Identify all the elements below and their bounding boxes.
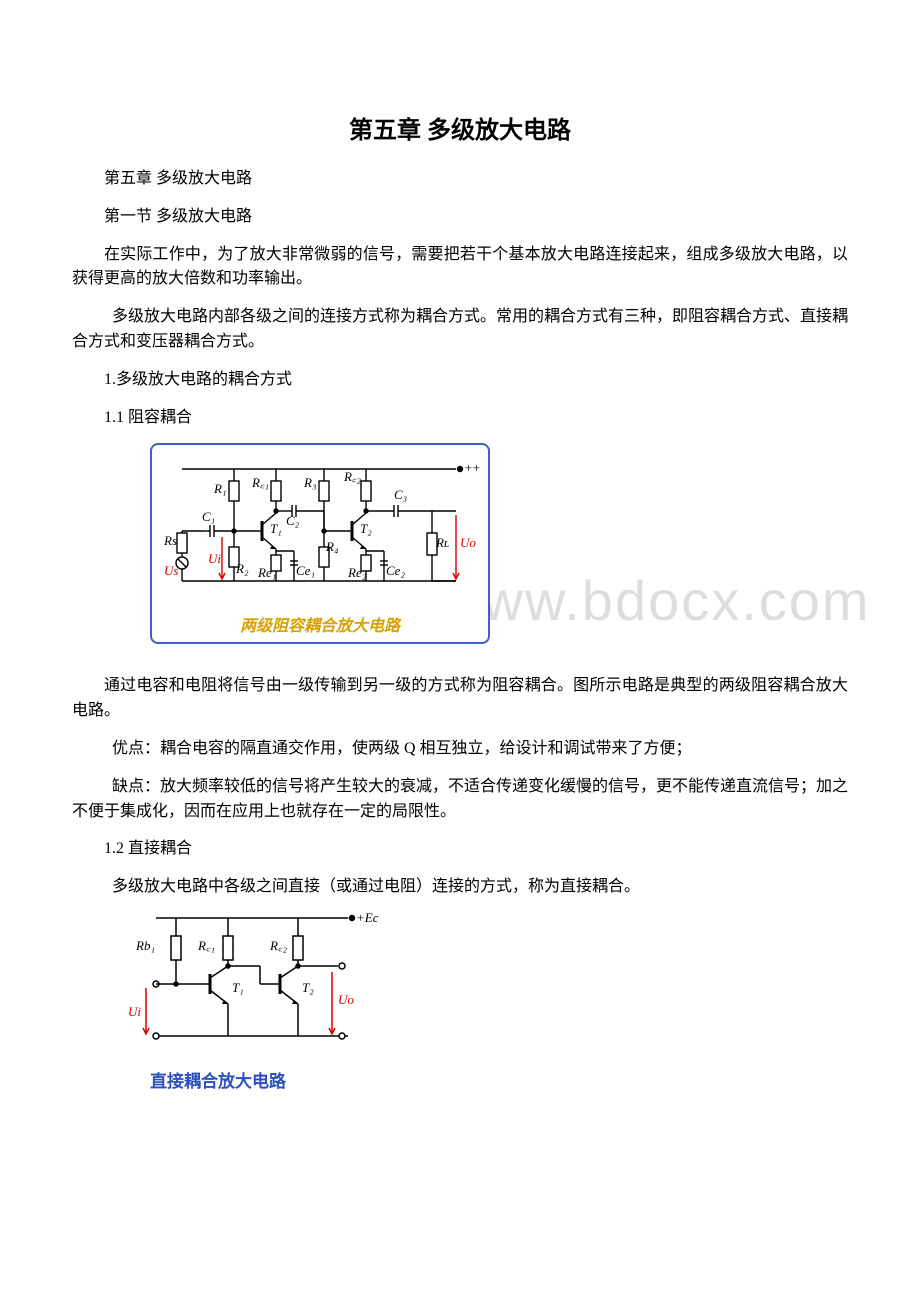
paragraph-6: 多级放大电路中各级之间直接（或通过电阻）连接的方式，称为直接耦合。 (72, 875, 848, 900)
label-ec: +Ec (472, 460, 480, 475)
chapter-line: 第五章 多级放大电路 (72, 167, 848, 192)
label-us: Us (164, 563, 178, 578)
spacer (72, 656, 848, 674)
label-rs: Rs (164, 533, 177, 548)
label2-ui: Ui (128, 1004, 141, 1019)
label-r1: R₁ (213, 481, 226, 496)
paragraph-3: 通过电容和电阻将信号由一级传输到另一级的方式称为阻容耦合。图所示电路是典型的两级… (72, 674, 848, 724)
circuit-diagram-1-icon: + +Ec Rs Us C₁ (164, 455, 480, 603)
label-c3: C₃ (394, 487, 407, 502)
label2-ec: +Ec (356, 910, 379, 925)
label2-rc1: R꜀₁ (197, 938, 215, 953)
document-page: 第五章 多级放大电路 第五章 多级放大电路 第一节 多级放大电路 在实际工作中，… (0, 0, 920, 1302)
label-rc1: R꜀₁ (251, 475, 269, 490)
label-t2: T₂ (360, 521, 372, 536)
label-r4: R₄ (325, 539, 339, 554)
label-re2: Re₂ (347, 565, 367, 580)
label2-rc2: R꜀₂ (269, 938, 287, 953)
heading-1-1: 1.1 阻容耦合 (72, 406, 848, 431)
figure-1-box: + +Ec Rs Us C₁ (150, 443, 490, 644)
label-rc2: R꜀₂ (343, 469, 361, 484)
label-t1: T₁ (270, 521, 282, 536)
heading-1-2: 1.2 直接耦合 (72, 837, 848, 862)
paragraph-4: 优点：耦合电容的隔直通交作用，使两级 Q 相互独立，给设计和调试带来了方便； (72, 737, 848, 762)
label2-t1: T₁ (232, 980, 244, 995)
paragraph-1: 在实际工作中，为了放大非常微弱的信号，需要把若干个基本放大电路连接起来，组成多级… (72, 243, 848, 293)
figure-1: www.bdocx.com + +Ec Rs Us (150, 443, 848, 644)
label-r2: R₂ (235, 561, 249, 576)
paragraph-2: 多级放大电路内部各级之间的连接方式称为耦合方式。常用的耦合方式有三种，即阻容耦合… (72, 305, 848, 355)
section-line: 第一节 多级放大电路 (72, 205, 848, 230)
watermark-text: www.bdocx.com (440, 568, 871, 633)
label-ui: Ui (208, 551, 221, 566)
label2-uo: Uo (338, 992, 354, 1007)
label-r3: R₃ (303, 475, 316, 490)
label-ce2: Ce₂ (386, 563, 405, 578)
paragraph-5: 缺点：放大频率较低的信号将产生较大的衰减，不适合传递变化缓慢的信号，更不能传递直… (72, 775, 848, 825)
chapter-title: 第五章 多级放大电路 (72, 110, 848, 145)
label-uo: Uo (460, 535, 476, 550)
label-re1: Re₁ (257, 565, 276, 580)
figure-2: +Ec Ui Rb₁ R꜀₁ (120, 904, 848, 1092)
circuit-diagram-2-icon: +Ec Ui Rb₁ R꜀₁ (120, 904, 380, 1054)
figure-1-caption: 两级阻容耦合放大电路 (164, 612, 476, 636)
label2-t2: T₂ (302, 980, 314, 995)
label-ce1: Ce₁ (296, 563, 315, 578)
heading-1: 1.多级放大电路的耦合方式 (72, 368, 848, 393)
label-c1: C₁ (202, 509, 215, 524)
figure-2-caption: 直接耦合放大电路 (150, 1067, 848, 1092)
label2-rb1: Rb₁ (135, 938, 155, 953)
label-c2: C₂ (286, 513, 300, 528)
label-rl: Rʟ (435, 535, 449, 550)
